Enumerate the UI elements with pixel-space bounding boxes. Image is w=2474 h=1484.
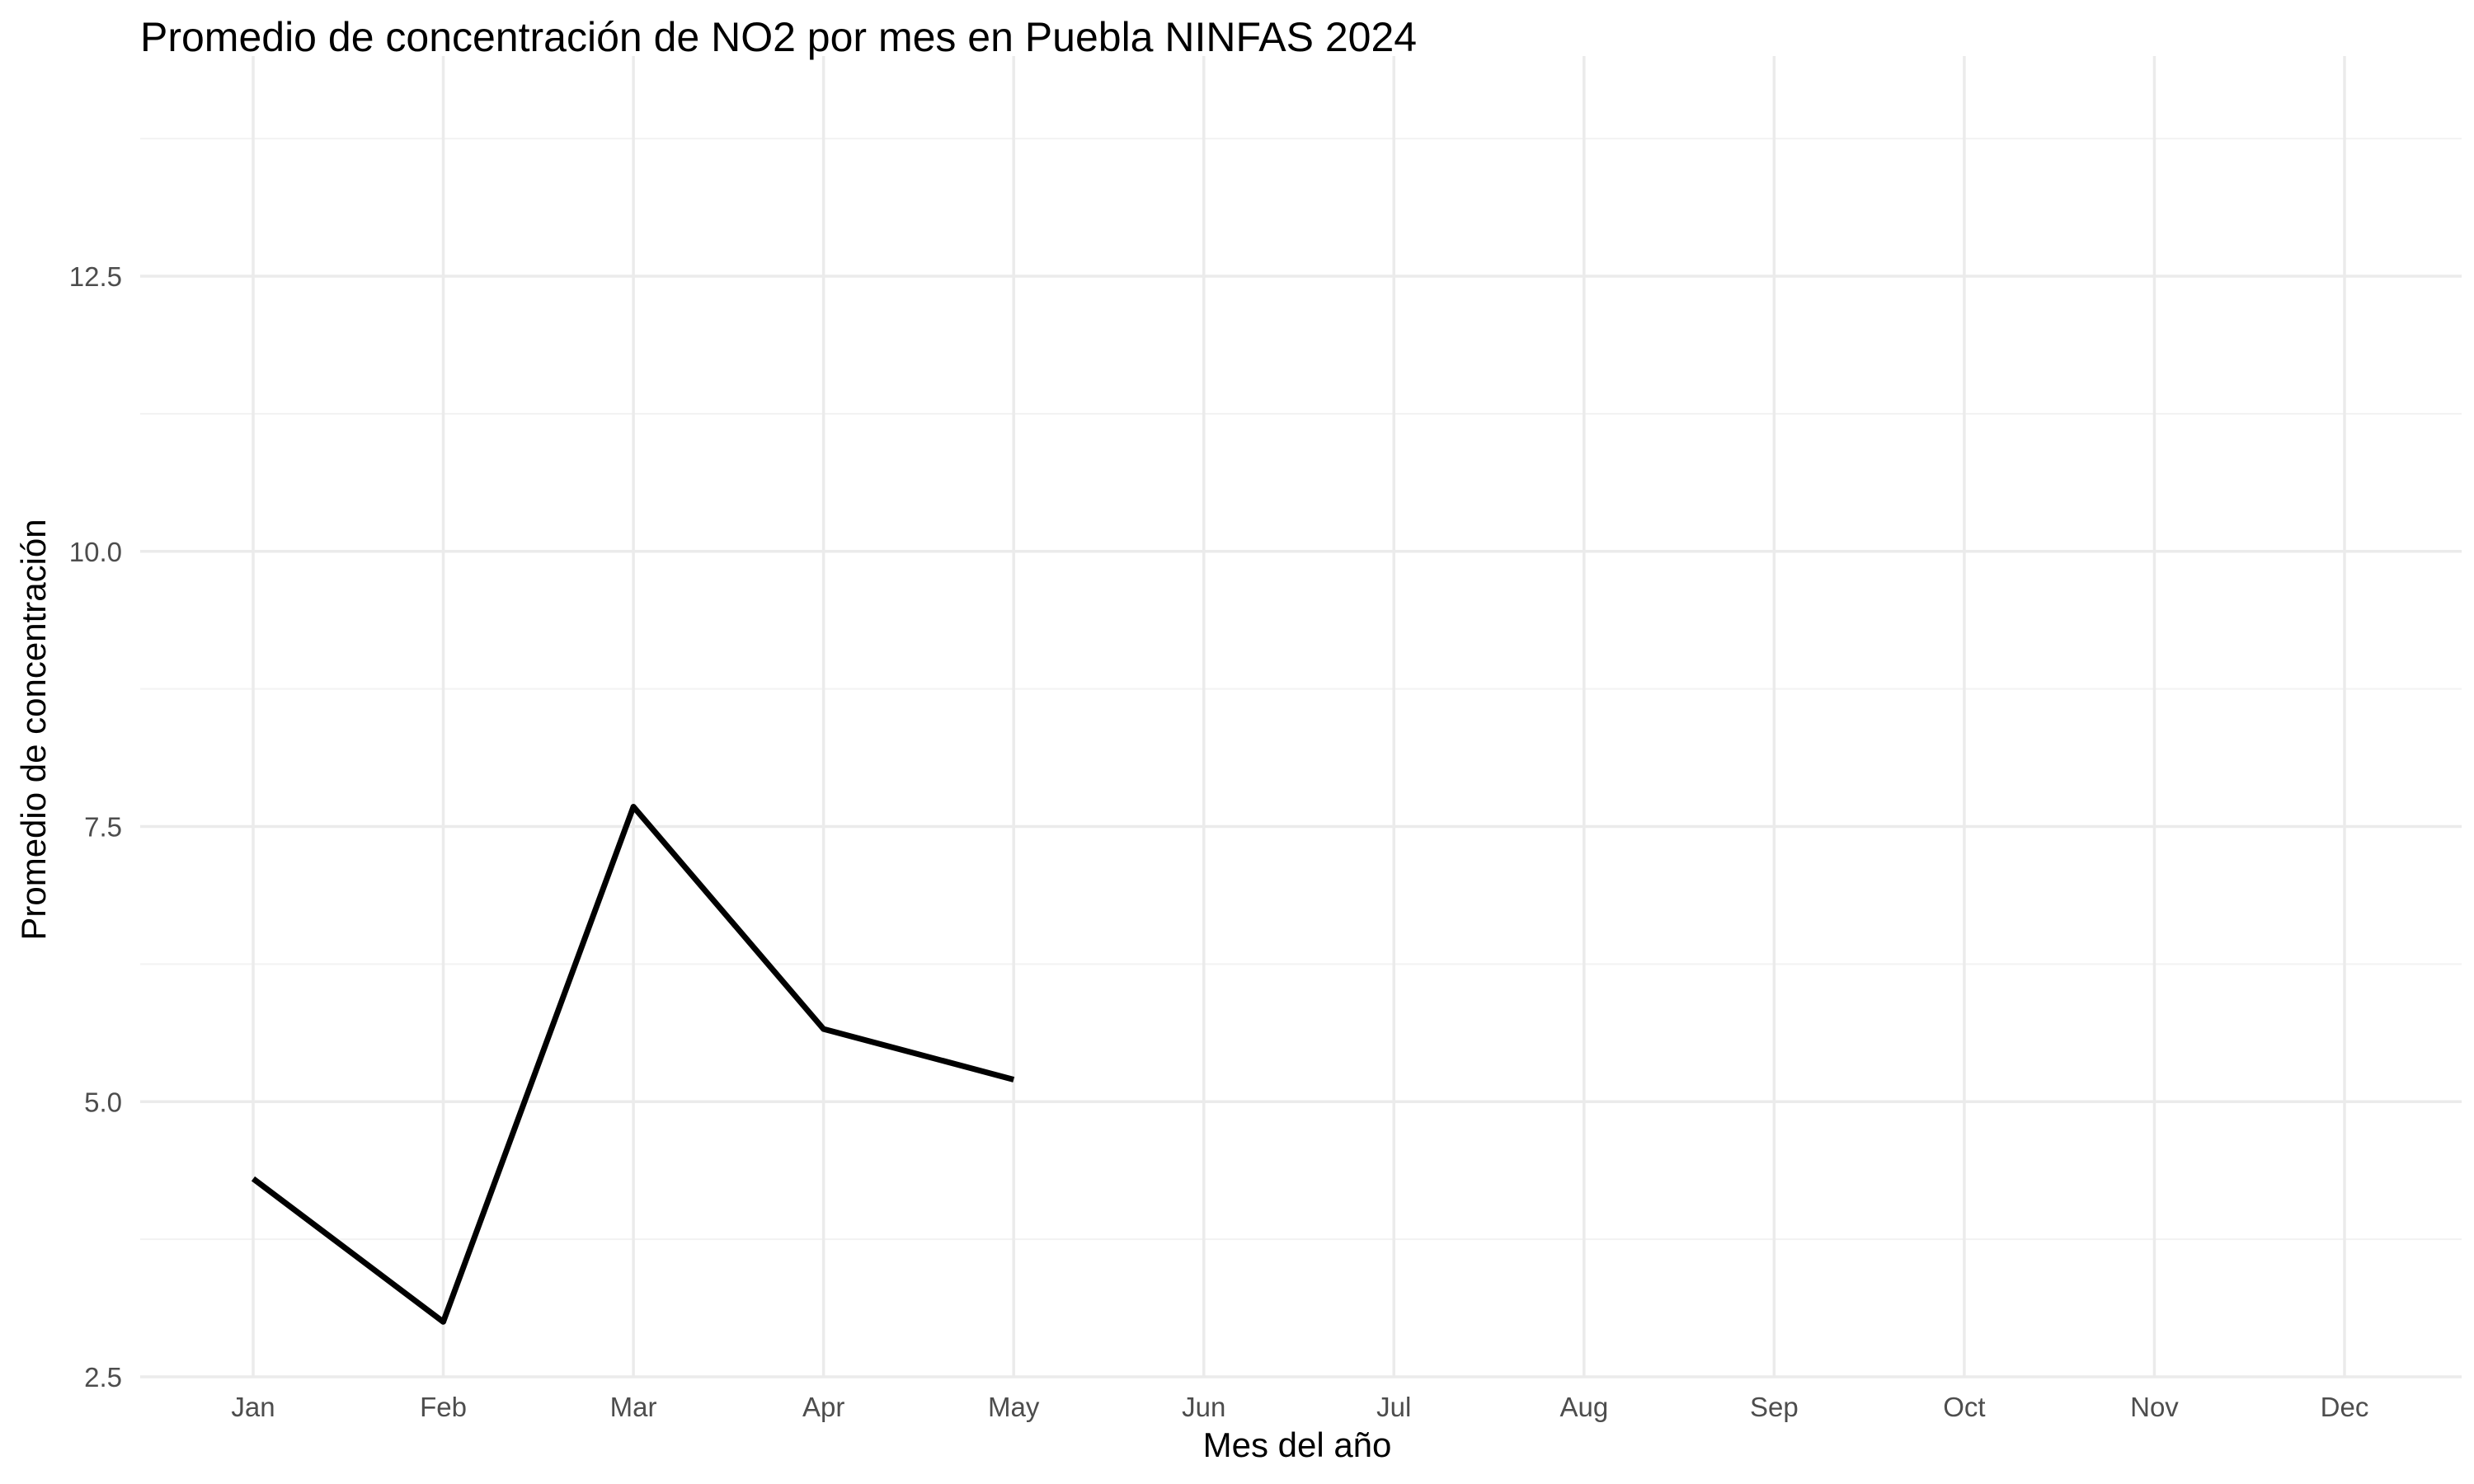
y-tick-label: 12.5 xyxy=(69,261,122,292)
x-tick-label: Nov xyxy=(2130,1392,2179,1422)
x-tick-label: Sep xyxy=(1750,1392,1799,1422)
x-tick-label: Jun xyxy=(1182,1392,1225,1422)
y-axis-ticks: 2.5 5.0 7.5 10.0 12.5 xyxy=(69,261,122,1392)
x-tick-label: May xyxy=(988,1392,1040,1422)
x-tick-label: Apr xyxy=(802,1392,844,1422)
y-tick-label: 5.0 xyxy=(84,1087,122,1117)
y-axis-title: Promedio de concentración xyxy=(14,519,53,940)
x-axis-title: Mes del año xyxy=(1203,1425,1392,1464)
x-axis-ticks: Jan Feb Mar Apr May Jun Jul Aug Sep Oct Nov Dec xyxy=(231,1392,2368,1422)
x-tick-label: Jul xyxy=(1376,1392,1411,1422)
chart-title: Promedio de concentración de NO2 por mes… xyxy=(140,14,1417,60)
grid xyxy=(140,56,2462,1378)
series-line xyxy=(251,804,1015,1325)
y-tick-label: 2.5 xyxy=(84,1362,122,1392)
y-tick-label: 7.5 xyxy=(84,812,122,843)
x-tick-label: Jan xyxy=(231,1392,275,1422)
x-tick-label: Dec xyxy=(2321,1392,2369,1422)
x-tick-label: Feb xyxy=(420,1392,467,1422)
x-tick-label: Oct xyxy=(1943,1392,1985,1422)
series-layer xyxy=(251,804,1015,1325)
x-tick-label: Mar xyxy=(610,1392,657,1422)
x-tick-label: Aug xyxy=(1559,1392,1608,1422)
y-tick-label: 10.0 xyxy=(69,537,122,567)
